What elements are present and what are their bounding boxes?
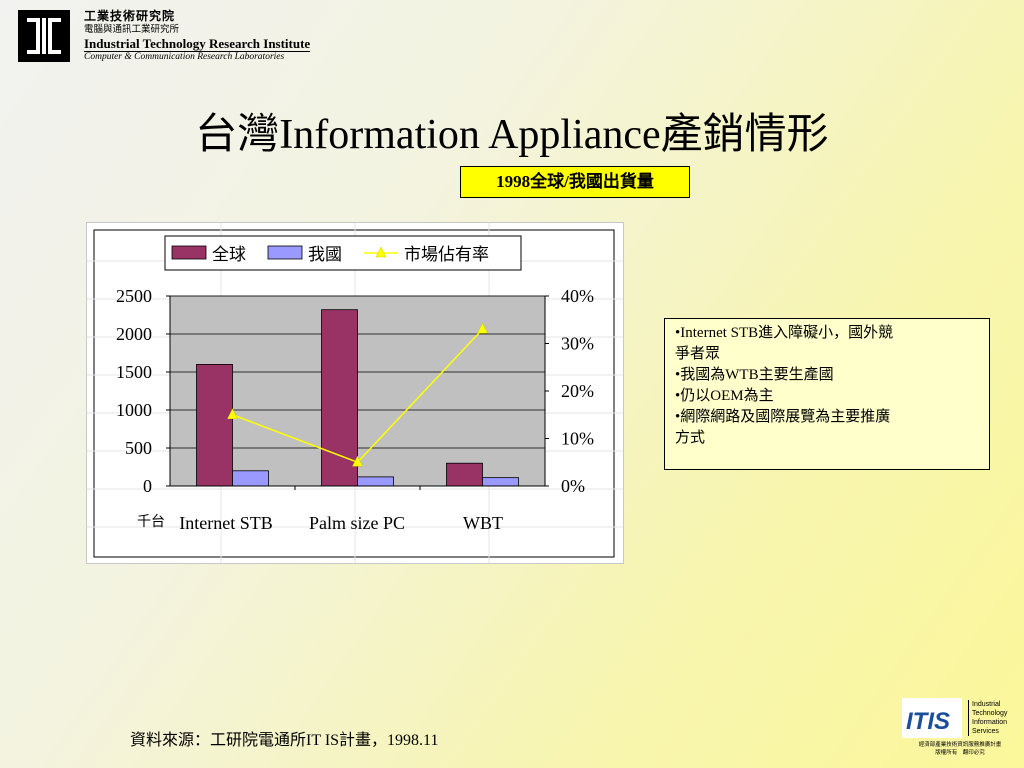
x-tick-label: Palm size PC bbox=[309, 513, 405, 533]
itis-small-2: 版權所有 翻印必究 bbox=[935, 750, 985, 756]
x-tick-label: Internet STB bbox=[179, 513, 272, 533]
share-point bbox=[477, 322, 488, 334]
bar-taiwan bbox=[357, 476, 394, 487]
itis-small-1: 經濟部產業技術資訊服務推廣計畫 bbox=[918, 742, 1002, 748]
itis-name: Industrial Technology Information Servic… bbox=[968, 700, 1007, 736]
bar-global bbox=[321, 309, 358, 487]
note-line: •仍以OEM為主 bbox=[675, 388, 774, 404]
y2-tick-label: 0% bbox=[561, 476, 585, 496]
share-point bbox=[227, 408, 238, 419]
itis-line: Services bbox=[972, 728, 999, 735]
y-tick-label: 2000 bbox=[116, 324, 152, 344]
note-line: 爭者眾 bbox=[675, 346, 721, 362]
legend-swatch-global bbox=[171, 245, 207, 260]
y-tick-label: 0 bbox=[143, 476, 152, 496]
org-name-zh: 工業技術研究院 bbox=[84, 9, 176, 23]
note-line: 方式 bbox=[675, 430, 706, 446]
unit-label: 千台 bbox=[137, 514, 165, 530]
legend-label-share: 市場佔有率 bbox=[404, 245, 489, 265]
org-name-en: Industrial Technology Research Institute bbox=[84, 35, 311, 53]
notes-box: •Internet STB進入障礙小，國外競 爭者眾 •我國為WTB主要生產國 … bbox=[664, 318, 990, 470]
itis-line: Industrial bbox=[972, 701, 1001, 708]
itis-logo-mark: ITIS bbox=[902, 698, 962, 738]
source-note: 資料來源：工研院電通所IT IS計畫，1998.11 bbox=[130, 732, 439, 749]
itis-line: Technology bbox=[972, 710, 1008, 717]
bar-global bbox=[446, 462, 483, 487]
legend-marker-share bbox=[375, 246, 387, 258]
y-tick-label: 1000 bbox=[116, 400, 152, 420]
itis-line: Information bbox=[972, 719, 1008, 726]
y2-tick-label: 20% bbox=[561, 381, 594, 401]
lab-name-en: Computer & Communication Research Labora… bbox=[84, 52, 285, 63]
note-line: •我國為WTB主要生產國 bbox=[675, 367, 834, 383]
itis-logo-text: ITIS bbox=[906, 708, 950, 735]
bar-taiwan bbox=[482, 477, 519, 487]
y2-tick-label: 30% bbox=[561, 334, 594, 354]
x-tick-label: WBT bbox=[463, 513, 503, 533]
share-point bbox=[352, 455, 363, 467]
legend-label-taiwan: 我國 bbox=[308, 245, 342, 265]
legend-swatch-taiwan bbox=[267, 245, 303, 260]
note-line: •Internet STB進入障礙小，國外競 bbox=[675, 325, 894, 341]
org-header: 工業技術研究院 電腦與通訊工業研究所 Industrial Technology… bbox=[84, 9, 311, 63]
lab-name-zh: 電腦與通訊工業研究所 bbox=[84, 23, 180, 35]
y-tick-label: 1500 bbox=[116, 362, 152, 382]
note-line: •網際網路及國際展覽為主要推廣 bbox=[675, 409, 891, 425]
itis-logo: ITIS Industrial Technology Information S… bbox=[902, 698, 1018, 762]
y2-tick-label: 10% bbox=[561, 429, 594, 449]
itis-footnote: 經濟部產業技術資訊服務推廣計畫 版權所有 翻印必究 bbox=[902, 741, 1018, 757]
legend-label-global: 全球 bbox=[212, 245, 246, 265]
y2-tick-label: 40% bbox=[561, 286, 594, 306]
y-tick-label: 500 bbox=[125, 438, 152, 458]
chart-caption: 1998全球/我國出貨量 bbox=[460, 166, 690, 198]
y-tick-label: 2500 bbox=[116, 286, 152, 306]
bar-global bbox=[196, 363, 233, 487]
chart-frame: 0 500 1000 1500 2000 2500 0% 10% 20% 30% 40% Intern… bbox=[86, 222, 624, 564]
bar-taiwan bbox=[232, 470, 269, 487]
slide-title: 台灣Information Appliance產銷情形 bbox=[195, 112, 829, 158]
itri-logo bbox=[18, 10, 70, 62]
shipment-chart: 0 500 1000 1500 2000 2500 0% 10% 20% 30% 40% Intern… bbox=[87, 223, 623, 563]
legend-box bbox=[164, 235, 522, 271]
